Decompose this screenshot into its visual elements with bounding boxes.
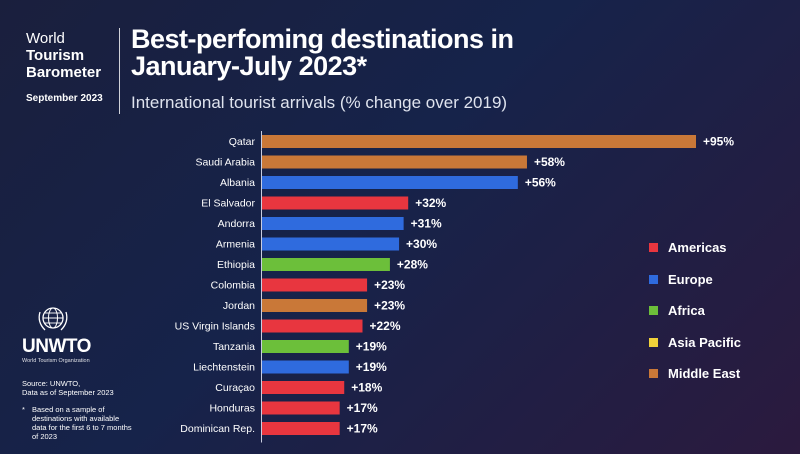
legend-swatch — [649, 306, 658, 316]
value-label: +17% — [347, 422, 378, 436]
brand-line-3: Barometer — [26, 64, 102, 81]
bar — [262, 381, 345, 394]
legend-label: Americas — [668, 240, 727, 256]
category-label: Armenia — [216, 239, 255, 251]
category-label: Ethiopia — [217, 259, 255, 271]
legend-label: Africa — [668, 303, 705, 319]
value-label: +19% — [356, 360, 387, 374]
legend-item: Africa — [649, 295, 741, 327]
category-label: Curaçao — [215, 382, 255, 394]
legend-swatch — [649, 243, 658, 253]
source-line-2: Data as of September 2023 — [22, 388, 114, 397]
legend-swatch — [649, 274, 658, 284]
legend-item: Americas — [649, 232, 741, 264]
bar — [262, 237, 400, 251]
bar — [262, 299, 368, 312]
value-label: +19% — [356, 340, 387, 354]
category-label: Jordan — [223, 300, 255, 312]
legend: Americas Europe Africa Asia Pacific Middle E… — [649, 232, 741, 390]
brand-date: September 2023 — [26, 93, 103, 104]
globe-laurel-icon — [38, 307, 68, 331]
header-divider — [119, 28, 120, 114]
category-label: Tanzania — [213, 341, 255, 353]
bar — [262, 196, 409, 210]
category-label: Saudi Arabia — [195, 157, 255, 169]
bar — [262, 360, 349, 374]
legend-swatch — [649, 369, 658, 379]
category-label: Andorra — [218, 218, 256, 230]
legend-item: Europe — [649, 264, 741, 296]
legend-label: Europe — [668, 271, 713, 287]
legend-swatch — [649, 337, 658, 347]
category-label: Colombia — [211, 280, 256, 292]
source-line-1: Source: UNWTO, — [22, 379, 81, 388]
logo-name: UNWTO — [22, 336, 91, 357]
bar — [262, 135, 696, 148]
legend-item: Middle East — [649, 358, 741, 390]
value-label: +23% — [374, 278, 405, 292]
bar — [262, 422, 340, 435]
title-line-2: January-July 2023* — [131, 51, 367, 81]
brand-line-2: Tourism — [26, 47, 85, 64]
value-label: +32% — [415, 196, 446, 210]
category-label: Qatar — [229, 136, 256, 148]
chart-subtitle: International tourist arrivals (% change… — [131, 93, 508, 112]
bar — [262, 340, 349, 353]
unwto-logo: UNWTO World Tourism Organization — [22, 304, 112, 364]
category-label: El Salvador — [201, 198, 255, 210]
brand-line-1: World — [26, 30, 65, 47]
footnote: * Based on a sample of destinations with… — [22, 405, 132, 441]
bar — [262, 155, 527, 169]
category-label: Dominican Rep. — [180, 423, 255, 435]
category-label: Honduras — [209, 403, 255, 415]
barometer-brand: World Tourism Barometer September 2023 — [26, 30, 126, 104]
source-note: Source: UNWTO, Data as of September 2023 — [22, 379, 132, 397]
footnote-star: * — [22, 405, 25, 414]
bar — [262, 258, 390, 271]
bar — [262, 401, 340, 415]
footnote-text: Based on a sample of destinations with a… — [32, 405, 132, 441]
value-label: +28% — [397, 258, 428, 272]
bar — [262, 217, 404, 230]
chart-title: Best-perfoming destinations in January-J… — [131, 26, 791, 80]
legend-label: Asia Pacific — [668, 334, 741, 350]
title-line-1: Best-perfoming destinations in — [131, 24, 514, 54]
legend-item: Asia Pacific — [649, 327, 741, 359]
value-label: +18% — [351, 381, 382, 395]
logo-org: World Tourism Organization — [22, 358, 90, 364]
legend-label: Middle East — [668, 366, 741, 382]
value-label: +22% — [370, 319, 401, 333]
value-label: +58% — [534, 155, 565, 169]
category-label: Liechtenstein — [193, 362, 255, 374]
value-label: +56% — [525, 176, 556, 190]
value-label: +17% — [347, 401, 378, 415]
category-label: US Virgin Islands — [175, 321, 255, 333]
value-label: +23% — [374, 299, 405, 313]
value-label: +31% — [411, 217, 442, 231]
bar — [262, 319, 363, 333]
bar — [262, 278, 368, 292]
value-label: +30% — [406, 237, 437, 251]
value-label: +95% — [703, 135, 734, 149]
category-label: Albania — [220, 177, 255, 189]
bar — [262, 176, 518, 189]
